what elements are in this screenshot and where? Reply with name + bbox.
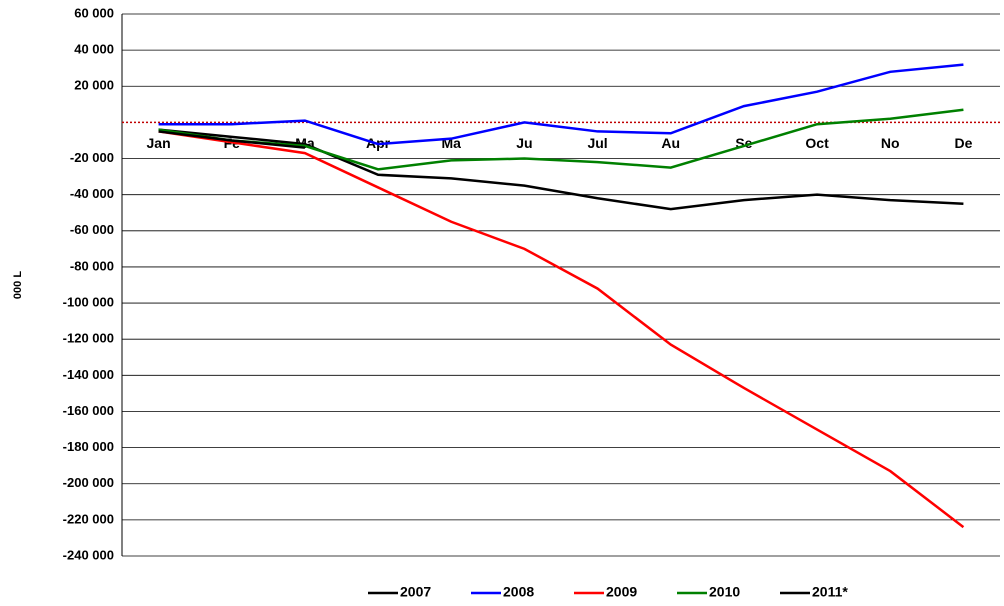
y-tick-label: -180 000 (63, 439, 114, 454)
legend-label: 2010 (709, 584, 740, 600)
series-line (158, 130, 306, 149)
y-axis-label: 000 L (12, 271, 24, 299)
y-tick-label: -20 000 (70, 150, 114, 165)
y-tick-label: -100 000 (63, 295, 114, 310)
x-tick-label: Jan (147, 135, 171, 151)
x-tick-label: De (954, 135, 972, 151)
x-tick-label: Jul (587, 135, 607, 151)
y-tick-label: -220 000 (63, 511, 114, 526)
legend-label: 2011* (812, 584, 848, 600)
legend-label: 2007 (400, 584, 431, 600)
series-line (158, 108, 964, 171)
y-tick-label: -160 000 (63, 403, 114, 418)
y-tick-label: -120 000 (63, 331, 114, 346)
legend-label: 2009 (606, 584, 637, 600)
y-tick-label: 20 000 (74, 78, 114, 93)
y-tick-label: -80 000 (70, 258, 114, 273)
x-tick-label: Au (661, 135, 680, 151)
y-tick-label: -60 000 (70, 222, 114, 237)
legend-label: 2008 (503, 584, 534, 600)
y-tick-label: -240 000 (63, 547, 114, 562)
y-tick-label: 60 000 (74, 5, 114, 20)
y-tick-label: 40 000 (74, 42, 114, 57)
x-tick-label: Oct (805, 135, 829, 151)
series-line (158, 63, 964, 146)
y-tick-label: -40 000 (70, 186, 114, 201)
y-tick-label: -200 000 (63, 475, 114, 490)
series-line (158, 128, 964, 211)
x-tick-label: Ju (516, 135, 532, 151)
series-line (158, 130, 965, 529)
x-tick-label: No (881, 135, 900, 151)
y-tick-label: -140 000 (63, 367, 114, 382)
